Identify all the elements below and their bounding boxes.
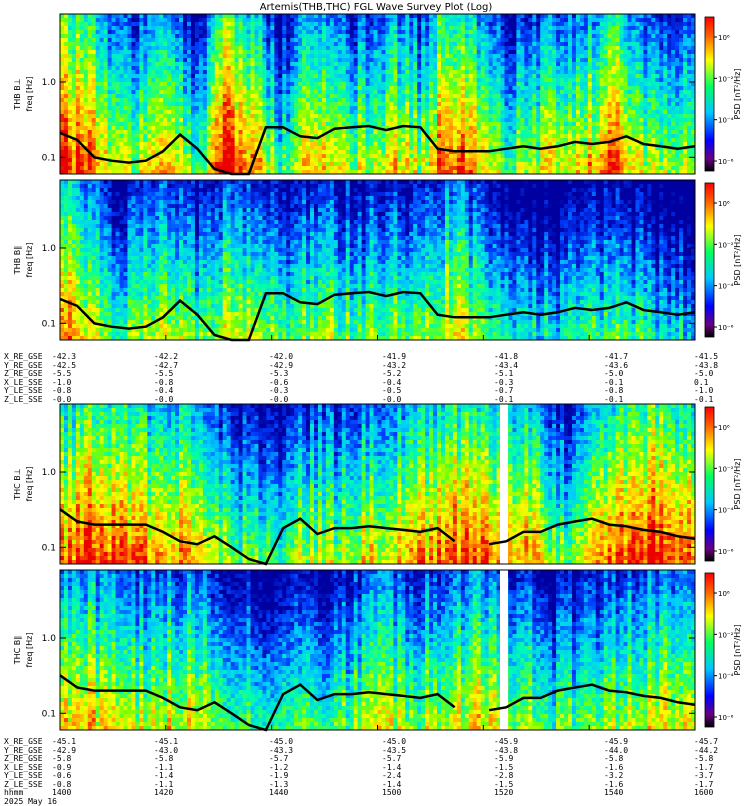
spectrogram-panel-3: 0.1 1.0 THC B⊥freq [Hz] 10⁶ 10⁻² 10⁻⁴ 10⁻⁶ PSD … <box>13 404 742 564</box>
y-tick-label: 0.1 <box>42 709 56 719</box>
y-tick-label: 0.1 <box>42 543 56 553</box>
orbit-row-value: -0.1 <box>694 396 713 405</box>
colorbar-tick-label: 10⁶ <box>718 590 730 598</box>
chart-title: Artemis(THB,THC) FGL Wave Survey Plot (L… <box>260 2 493 13</box>
colorbar-tick-label: 10⁻² <box>718 465 734 473</box>
spectrogram-panel-2: 0.1 1.0 THB B∥freq [Hz] 10⁶ 10⁻² 10⁻⁴ 10⁻⁶ PSD … <box>13 180 742 340</box>
colorbar-tick-label: 10⁶ <box>718 424 730 432</box>
colorbar-tick-label: 10⁻⁶ <box>718 324 734 332</box>
y-axis-label: THB B∥ <box>13 246 22 275</box>
y-tick-label: 0.1 <box>42 319 56 329</box>
colorbar-tick-label: 10⁻⁴ <box>718 673 734 681</box>
y-axis-label: THC B⊥ <box>13 468 22 501</box>
y-tick-label: 1.0 <box>42 78 57 88</box>
colorbar-tick-label: 10⁻² <box>718 631 734 639</box>
time-tick-label: 1520 <box>494 789 513 798</box>
colorbar-tick-label: 10⁻⁶ <box>718 158 734 166</box>
orbit-row-value: -0.0 <box>52 396 71 405</box>
time-tick-label: 1420 <box>154 789 173 798</box>
time-tick-label: 1500 <box>382 789 401 798</box>
y-tick-label: 1.0 <box>42 634 57 644</box>
colorbar-label: PSD [nT²/Hz] <box>733 625 742 676</box>
spectrogram-panel-4: 0.1 1.0 THC B∥freq [Hz] 10⁶ 10⁻² 10⁻⁴ 10⁻⁶ PSD … <box>13 570 742 730</box>
y-axis-unit-label: freq [Hz] <box>25 77 34 112</box>
colorbar-tick-label: 10⁻² <box>718 75 734 83</box>
y-axis-label: THB B⊥ <box>13 78 22 110</box>
y-axis-unit-label: freq [Hz] <box>25 633 34 668</box>
date-label: 2025 May 16 <box>4 798 57 806</box>
colorbar <box>705 183 714 337</box>
time-tick-label: 1600 <box>694 789 713 798</box>
colorbar-label: PSD [nT²/Hz] <box>733 235 742 286</box>
time-tick-label: 1440 <box>269 789 288 798</box>
y-axis-unit-label: freq [Hz] <box>25 467 34 502</box>
orbit-row-value: -0.0 <box>382 396 401 405</box>
spectrogram-panel-1: 0.1 1.0 THB B⊥freq [Hz] 10⁶ 10⁻² 10⁻⁴ 10⁻⁶ PSD … <box>13 14 742 174</box>
colorbar-tick-label: 10⁶ <box>718 200 730 208</box>
y-tick-label: 1.0 <box>42 244 57 254</box>
colorbar-tick-label: 10⁻⁴ <box>718 283 734 291</box>
time-tick-label: 1540 <box>604 789 623 798</box>
colorbar-tick-label: 10⁶ <box>718 34 730 42</box>
colorbar-tick-label: 10⁻⁴ <box>718 507 734 515</box>
colorbar-tick-label: 10⁻⁶ <box>718 714 734 722</box>
orbit-row-label: Z_LE_SSE <box>4 396 43 405</box>
y-axis-unit-label: freq [Hz] <box>25 243 34 278</box>
colorbar-tick-label: 10⁻² <box>718 241 734 249</box>
orbit-row-value: -0.1 <box>604 396 623 405</box>
y-tick-label: 1.0 <box>42 468 57 478</box>
y-tick-label: 0.1 <box>42 153 56 163</box>
colorbar <box>705 17 714 171</box>
colorbar <box>705 573 714 727</box>
orbit-row-value: -0.0 <box>154 396 173 405</box>
colorbar <box>705 407 714 561</box>
orbit-row-value: -0.1 <box>494 396 513 405</box>
colorbar-tick-label: 10⁻⁴ <box>718 117 734 125</box>
colorbar-label: PSD [nT²/Hz] <box>733 69 742 120</box>
colorbar-tick-label: 10⁻⁶ <box>718 548 734 556</box>
colorbar-label: PSD [nT²/Hz] <box>733 459 742 510</box>
y-axis-label: THC B∥ <box>13 636 22 666</box>
orbit-row-value: -0.0 <box>269 396 288 405</box>
